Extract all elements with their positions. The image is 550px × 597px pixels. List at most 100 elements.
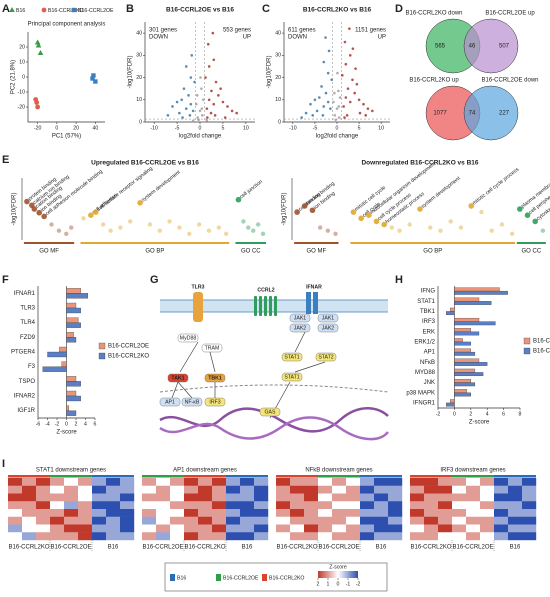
y-tick-label: 10: [19, 59, 25, 65]
heatmap-cell: [480, 501, 495, 510]
bar: [454, 382, 476, 387]
heatmap-cell: [120, 509, 135, 517]
x-tick-label: 0: [65, 421, 68, 427]
point: [37, 50, 44, 55]
point: [212, 102, 216, 106]
bar: [66, 405, 70, 411]
heatmap-cell: [318, 501, 333, 510]
heatmap-cell: [276, 509, 291, 517]
bar: [454, 317, 480, 322]
heatmap-cell: [290, 493, 305, 502]
heatmap-cell: [198, 493, 213, 502]
legend-label: B16-CCRL2KO: [108, 354, 149, 360]
point: [351, 78, 354, 82]
heatmap-cell: [438, 485, 453, 494]
heatmap-cell: [480, 493, 495, 502]
y-tick-label: 40: [136, 30, 142, 36]
category-label: TLR4: [20, 320, 35, 326]
heatmap-cell: [170, 516, 185, 525]
heatmap-cell: [142, 485, 157, 494]
point: [166, 114, 170, 117]
heatmap-cell: [424, 516, 439, 525]
heatmap-cell: [438, 509, 453, 517]
bar: [61, 361, 67, 367]
go-term: [448, 219, 453, 224]
heatmap-cell: [438, 501, 453, 510]
heatmap-cell: [254, 532, 269, 541]
heatmap-cell: [78, 524, 93, 533]
go-term: [294, 209, 300, 215]
heatmap-cell: [50, 485, 65, 494]
diagram-node: [315, 352, 337, 362]
heatmap-cell: [522, 509, 537, 517]
heatmap-cell: [198, 524, 213, 533]
point: [332, 100, 335, 104]
heatmap-title: IRF3 downstream genes: [440, 468, 505, 474]
x-tick-label: 5: [221, 125, 224, 131]
heatmap-cell: [78, 485, 93, 494]
x-tick-label: -2: [55, 421, 60, 427]
venn-label: B16-CCRL2OE up: [485, 11, 535, 17]
heatmap-cell: [276, 524, 291, 533]
point: [371, 109, 374, 113]
x-tick-label: -5: [175, 125, 180, 131]
heatmap-cell: [346, 532, 361, 541]
diagram-label: TLR3: [192, 285, 205, 291]
point: [205, 118, 209, 122]
bar: [454, 348, 471, 353]
heatmap-cell: [22, 485, 37, 494]
heatmap-cell: [452, 524, 467, 533]
heatmap-cell: [64, 478, 79, 486]
heatmap-cell: [332, 501, 347, 510]
go-term: [88, 212, 94, 218]
legend-marker: [71, 7, 77, 13]
group-label: B16-CCRL2KO: [410, 545, 451, 551]
go-term: [167, 219, 172, 224]
heatmap-cell: [64, 485, 79, 494]
heatmap-cell: [8, 524, 23, 533]
heatmap-cell: [522, 524, 537, 533]
go-term: [255, 222, 261, 227]
y-tick-label: 30: [275, 53, 281, 59]
chart-title: Downregulated B16-CCRL2KO vs B16: [361, 160, 478, 167]
x-tick-label: 0: [55, 125, 58, 131]
heatmap-cell: [106, 501, 121, 510]
heatmap-cell: [22, 501, 37, 510]
point: [199, 76, 202, 79]
go-term: [333, 231, 338, 236]
annotation: DOWN: [288, 35, 307, 41]
diagram-label: IRF3: [209, 400, 220, 406]
go-term: [540, 228, 546, 233]
group-label: B16-CCRL2KO: [276, 545, 317, 551]
venn-count: 46: [469, 44, 476, 50]
heatmap-cell: [226, 524, 241, 533]
go-term: [108, 228, 113, 233]
bar: [454, 341, 471, 346]
x-tick-label: 0: [199, 125, 202, 131]
heatmap-cell: [240, 501, 255, 510]
bar: [450, 399, 455, 404]
heatmap-cell: [480, 478, 495, 486]
legend-swatch: [170, 574, 175, 581]
heatmap-cell: [410, 493, 425, 502]
diagram-label: TRAM: [205, 346, 220, 352]
colorbar-title: Z-score: [329, 564, 347, 570]
y-axis-label: -log10(FDR): [12, 192, 18, 225]
heatmap-cell: [254, 501, 269, 510]
diagram-background: [159, 292, 389, 441]
point: [344, 62, 348, 66]
point: [200, 87, 203, 90]
point: [207, 98, 211, 102]
heatmap-title: AP1 downstream genes: [173, 468, 237, 474]
heatmap-cell: [276, 493, 291, 502]
go-term: [517, 206, 523, 212]
heatmap-cell: [276, 478, 291, 486]
bar: [450, 307, 455, 312]
point: [343, 116, 346, 119]
point: [337, 89, 340, 93]
go-term: [81, 216, 86, 221]
category-label: p38 MAPK: [406, 390, 435, 396]
heatmap-cell: [346, 516, 361, 525]
bar: [454, 378, 471, 383]
group-label: B16-CCRL2OE: [142, 545, 183, 551]
